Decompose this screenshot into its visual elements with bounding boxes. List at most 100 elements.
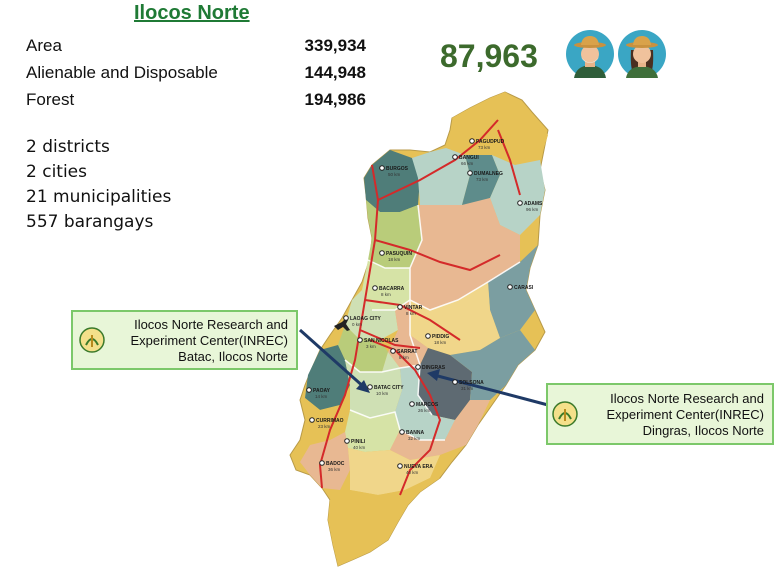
place-distance: 0 km	[352, 322, 362, 327]
place-distance: 40 km	[406, 470, 419, 475]
callout-dingras-text: Ilocos Norte Research and Experiment Cen…	[607, 391, 765, 439]
place-distance: 23 km	[318, 424, 331, 429]
male-farmer-icon	[566, 30, 614, 78]
place-name: SARRAT	[397, 349, 417, 355]
da-logo-icon	[552, 401, 578, 427]
place-marker	[309, 417, 315, 423]
districts-count: 2 districts	[26, 137, 110, 157]
piddig-region	[410, 282, 500, 355]
place-distance: 32 km	[408, 436, 421, 441]
callout-dingras-line2: Experiment Center(INREC)	[606, 407, 765, 422]
land-area-table: Area 339,934 Alienable and Disposable 14…	[26, 32, 366, 113]
pinili-region	[345, 410, 400, 452]
place-name: LAOAG CITY	[350, 316, 381, 322]
alienable-label: Alienable and Disposable	[26, 63, 218, 82]
batac-arrow	[299, 328, 366, 390]
vintar-region	[410, 198, 520, 310]
forest-label: Forest	[26, 90, 75, 109]
place-marker	[344, 438, 350, 444]
province-title: Ilocos Norte	[134, 2, 250, 24]
badoc-region	[300, 432, 350, 490]
place-distance: 31 km	[461, 386, 474, 391]
callout-batac-line3: Batac, Ilocos Norte	[178, 349, 288, 364]
place-distance: 66 km	[461, 161, 474, 166]
place-distance: 18 km	[388, 257, 401, 262]
place-distance: 8 km	[381, 292, 391, 297]
place-marker	[452, 154, 458, 160]
place-marker	[399, 429, 405, 435]
place-distance: 14 km	[315, 394, 328, 399]
place-distance: 10 km	[376, 391, 389, 396]
carasi-region	[488, 245, 538, 338]
place-marker	[517, 200, 523, 206]
place-name: MARCOS	[416, 402, 439, 408]
callout-dingras-line3: Dingras, Ilocos Norte	[642, 423, 764, 438]
callout-batac-line2: Experiment Center(INREC)	[130, 333, 289, 348]
place-name: PAOAY	[313, 388, 331, 394]
callout-batac-line1: Ilocos Norte Research and	[134, 317, 288, 332]
batac-arrowhead	[356, 380, 370, 393]
place-marker	[397, 463, 403, 469]
place-distance: 96 km	[526, 207, 539, 212]
callout-dingras: Ilocos Norte Research and Experiment Cen…	[546, 383, 774, 445]
alienable-value: 144,948	[304, 63, 366, 82]
place-distance: 50 km	[388, 172, 401, 177]
bacarra-region	[362, 260, 410, 310]
female-farmer-icon	[618, 30, 666, 78]
cities-count: 2 cities	[26, 162, 87, 182]
sarrat-region	[388, 300, 428, 368]
barangays-count: 557 barangays	[26, 212, 154, 232]
place-name: BANGUI	[459, 155, 479, 161]
place-marker	[467, 170, 473, 176]
place-name: DINGRAS	[422, 365, 446, 371]
forest-value: 194,986	[304, 90, 366, 109]
place-marker	[379, 250, 385, 256]
dingras-arrow	[433, 373, 549, 407]
admin-divisions: 2 districts 2 cities 21 municipalities 5…	[26, 135, 171, 235]
place-marker	[367, 384, 373, 390]
place-name: BACARRA	[379, 286, 405, 292]
place-name: BANNA	[406, 430, 424, 436]
place-marker	[306, 387, 312, 393]
burgos-region	[364, 150, 420, 212]
place-distance: 26 km	[418, 408, 431, 413]
place-marker	[357, 337, 363, 343]
place-name: SAN NICOLAS	[364, 338, 399, 344]
paoay-region	[305, 345, 350, 410]
place-distance: 8 km	[399, 355, 409, 360]
place-name: PASUQUIN	[386, 251, 412, 257]
callout-batac-text: Ilocos Norte Research and Experiment Cen…	[131, 317, 289, 365]
place-name: DUMALNEG	[474, 171, 503, 177]
place-distance: 73 km	[476, 177, 489, 182]
adams-region	[490, 155, 545, 235]
place-marker	[379, 165, 385, 171]
dingras-region	[418, 348, 472, 420]
place-distance: 40 km	[353, 445, 366, 450]
solsona-region	[450, 330, 535, 400]
place-distance: 3 km	[366, 344, 376, 349]
san-nicolas-region	[338, 325, 388, 372]
place-marker	[415, 364, 421, 370]
place-distance: 18 km	[434, 340, 447, 345]
place-name: SOLSONA	[459, 380, 484, 386]
dumalneg-region	[462, 155, 500, 205]
place-name: CARASI	[514, 285, 534, 291]
nueva-era-region	[348, 448, 440, 495]
place-name: VINTAR	[404, 305, 423, 311]
batac-region	[345, 352, 402, 418]
airport-icon	[334, 318, 350, 331]
area-row: Area 339,934	[26, 32, 366, 59]
place-distance: 36 km	[328, 467, 341, 472]
place-name: PAGUDPUD	[476, 139, 505, 145]
roads	[318, 119, 521, 496]
place-marker	[469, 138, 475, 144]
laoag-region	[345, 290, 398, 340]
place-name: BURGOS	[386, 166, 409, 172]
farmer-count: 87,963	[440, 38, 538, 74]
callout-dingras-line1: Ilocos Norte Research and	[610, 391, 764, 406]
place-distance: 73 km	[478, 145, 491, 150]
place-name: BADOC	[326, 461, 345, 467]
area-label: Area	[26, 36, 62, 55]
